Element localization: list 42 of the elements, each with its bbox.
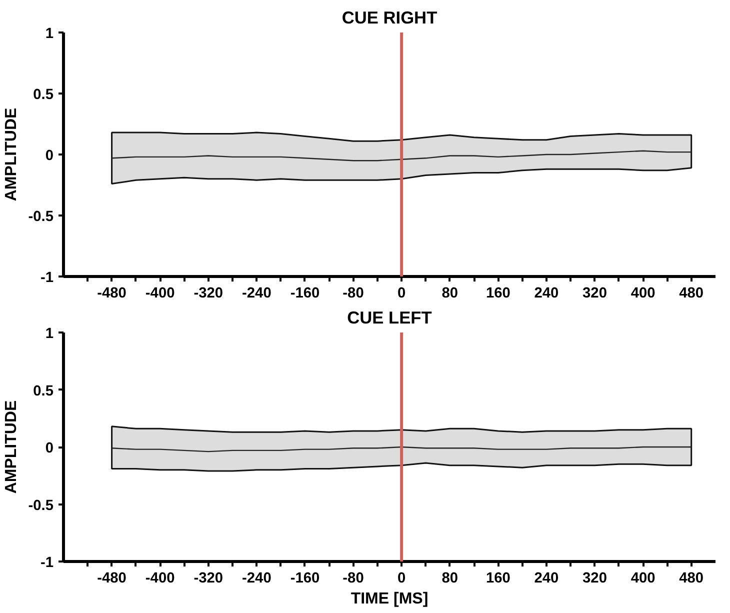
y-tick-label: 1 — [45, 26, 54, 42]
x-tick-label: -480 — [97, 570, 126, 586]
chart-title: CUE LEFT — [347, 308, 432, 328]
y-tick-label: 0 — [45, 148, 54, 164]
y-tick-label: 0.5 — [33, 383, 54, 400]
x-tick-label: -240 — [242, 570, 272, 586]
x-tick-label: -160 — [290, 570, 320, 586]
x-tick-label: -400 — [145, 286, 175, 302]
x-tick-label: 0 — [398, 570, 406, 586]
y-tick-label: 0.5 — [33, 87, 54, 103]
x-tick-label: 0 — [398, 286, 406, 302]
x-tick-label: -480 — [97, 286, 126, 302]
line-series — [111, 150, 692, 162]
x-tick-label: -240 — [242, 286, 272, 302]
y-tick-label: -1 — [40, 555, 54, 571]
x-tick-label: 160 — [486, 286, 510, 302]
x-tick-label: 160 — [486, 570, 510, 586]
chart-title: CUE RIGHT — [342, 8, 438, 28]
x-tick-label: 80 — [442, 570, 458, 586]
x-tick-label: 80 — [442, 286, 458, 302]
x-tick-label: 240 — [534, 286, 559, 302]
x-tick-label: -160 — [290, 286, 320, 302]
x-tick-label: -80 — [342, 570, 364, 586]
x-tick-label: 400 — [630, 286, 656, 302]
x-tick-label: -400 — [145, 570, 175, 586]
y-axis-title: AMPLITUDE — [3, 108, 20, 202]
x-tick-label: 320 — [582, 570, 607, 586]
x-tick-label: -320 — [194, 286, 224, 302]
x-tick-label: 240 — [534, 570, 559, 586]
x-tick-label: 400 — [630, 570, 656, 586]
x-axis-title: TIME [MS] — [350, 590, 428, 608]
x-tick-label: -320 — [194, 570, 224, 586]
y-tick-label: -0.5 — [28, 498, 54, 514]
y-axis-title: AMPLITUDE — [3, 400, 20, 494]
y-tick-label: 1 — [45, 326, 54, 342]
x-tick-label: 480 — [679, 570, 704, 586]
x-tick-label: 480 — [679, 286, 704, 302]
x-tick-label: -80 — [342, 286, 364, 302]
y-tick-label: -1 — [40, 270, 54, 286]
y-tick-label: 0 — [45, 440, 54, 456]
x-tick-label: 320 — [582, 286, 607, 302]
y-tick-label: -0.5 — [28, 209, 54, 225]
